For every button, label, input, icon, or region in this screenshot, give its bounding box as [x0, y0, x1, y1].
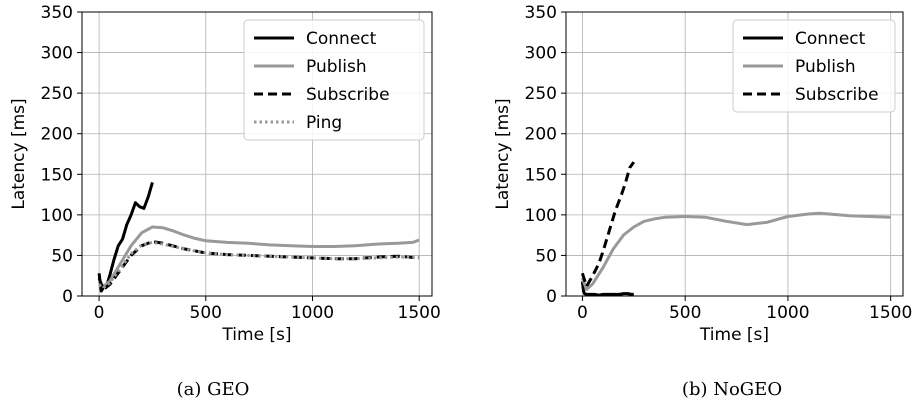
y-tick-label: 300: [525, 44, 557, 64]
legend-label-publish: Publish: [306, 57, 367, 77]
y-tick-label: 250: [41, 84, 73, 104]
y-tick-label: 0: [62, 287, 73, 307]
panel-nogeo: 0 500 1000 1500 0 50 100 150 200 250 300 350 Time [s…: [493, 3, 912, 400]
series-line-publish: [580, 211, 891, 291]
series-line-ping: [98, 240, 420, 290]
x-tick-label: 1500: [398, 303, 441, 323]
legend-label-subscribe: Subscribe: [306, 85, 390, 105]
x-tick-label: 500: [190, 303, 222, 323]
legend-box: [732, 19, 896, 113]
legend-label-ping: Ping: [306, 113, 342, 133]
y-tick-label: 300: [41, 44, 73, 64]
y-tick-label: 100: [525, 206, 557, 226]
y-tick-label: 350: [41, 3, 73, 23]
legend-label-connect: Connect: [795, 29, 866, 49]
series-line-subscribe: [580, 161, 636, 288]
y-tick-label: 0: [546, 287, 557, 307]
series-line-subscribe: [97, 240, 420, 291]
x-tick-label: 500: [669, 303, 701, 323]
y-tick-label: 350: [525, 3, 557, 23]
y-axis-label: Latency [ms]: [9, 98, 29, 209]
plot-frame: [81, 11, 433, 297]
series-line-connect: [97, 181, 154, 293]
x-tick-label: 1000: [766, 303, 809, 323]
legend-label-publish: Publish: [795, 57, 856, 77]
series-line-connect: [580, 281, 634, 296]
figure-caption: (a) GEO: [177, 379, 250, 400]
y-tick-label: 50: [535, 246, 557, 266]
legend-label-subscribe: Subscribe: [795, 85, 879, 105]
y-tick-label: 100: [41, 206, 73, 226]
x-axis-label: Time [s]: [221, 325, 291, 345]
x-tick-label: 1500: [869, 303, 912, 323]
x-axis-label: Time [s]: [699, 325, 769, 345]
y-tick-label: 200: [525, 125, 557, 145]
figure-caption: (b) NoGEO: [682, 379, 782, 400]
y-tick-label: 150: [41, 165, 73, 185]
panel-geo: 0 500 1000 1500 0 50 100 150 200 250 300 350 Time [s…: [9, 3, 441, 400]
plot-frame: [565, 11, 904, 297]
y-tick-label: 250: [525, 84, 557, 104]
x-tick-label: 0: [577, 303, 588, 323]
y-tick-label: 200: [41, 125, 73, 145]
legend-label-connect: Connect: [306, 29, 377, 49]
x-tick-label: 0: [94, 303, 105, 323]
y-tick-label: 50: [51, 246, 73, 266]
y-tick-label: 150: [525, 165, 557, 185]
series-line-publish: [97, 225, 420, 288]
legend-box: [243, 19, 425, 141]
x-tick-label: 1000: [291, 303, 334, 323]
y-axis-label: Latency [ms]: [493, 98, 513, 209]
